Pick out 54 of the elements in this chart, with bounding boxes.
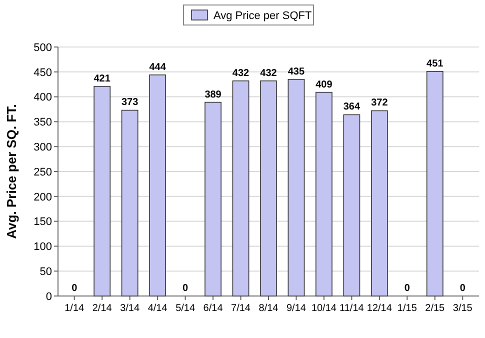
data-label: 409 (316, 79, 333, 90)
x-tick-label: 8/14 (258, 303, 279, 314)
x-tick-label: 2/14 (92, 303, 112, 314)
bar (260, 80, 277, 296)
y-tick-label: 100 (34, 241, 52, 254)
bar (316, 92, 332, 296)
data-label: 389 (204, 89, 222, 100)
x-tick-label: 7/14 (231, 303, 251, 314)
y-tick-label: 450 (34, 66, 52, 79)
data-label: 0 (460, 283, 466, 294)
data-label: 372 (371, 98, 388, 109)
bar (370, 110, 388, 296)
data-label: 0 (182, 283, 189, 294)
data-label: 432 (232, 68, 250, 79)
y-tick-label: 300 (34, 141, 52, 154)
x-tick-label: 3/14 (120, 303, 140, 314)
data-label: 432 (260, 68, 278, 79)
data-label: 364 (343, 102, 360, 113)
x-tick-label: 1/14 (64, 303, 85, 314)
y-axis-title: Avg. Price per SQ. FT. (4, 104, 19, 239)
y-tick-label: 500 (34, 42, 52, 54)
data-label: 0 (72, 283, 78, 294)
bar (121, 110, 138, 296)
y-tick-label: 250 (34, 166, 52, 178)
legend-label: Avg Price per SQFT (214, 10, 312, 22)
data-label: 421 (94, 73, 111, 84)
bar (94, 86, 111, 296)
bar (426, 71, 444, 296)
data-label: 435 (288, 66, 306, 78)
x-tick-label: 3/15 (452, 303, 473, 314)
x-tick-label: 6/14 (203, 303, 224, 314)
x-tick-label: 4/14 (148, 303, 168, 314)
y-tick-label: 400 (34, 92, 52, 104)
data-label: 373 (121, 97, 139, 108)
x-tick-label: 11/14 (340, 303, 364, 314)
bar (149, 74, 166, 296)
bar (288, 78, 305, 296)
y-tick-label: 0 (46, 290, 52, 303)
x-tick-label: 2/15 (425, 303, 446, 314)
x-tick-label: 10/14 (311, 303, 337, 314)
data-label: 444 (149, 62, 166, 73)
y-tick-label: 50 (40, 266, 52, 278)
bar (232, 80, 250, 296)
data-label: 0 (404, 283, 410, 294)
x-tick-label: 12/14 (366, 303, 392, 314)
x-tick-label: 9/14 (286, 303, 306, 314)
bar (343, 114, 360, 296)
y-tick-label: 150 (34, 216, 52, 228)
x-tick-label: 5/14 (176, 303, 196, 314)
x-tick-label: 1/15 (397, 303, 418, 314)
y-tick-label: 350 (34, 116, 52, 129)
y-tick-label: 200 (34, 191, 52, 204)
bar (204, 102, 222, 296)
data-label: 451 (426, 58, 444, 70)
